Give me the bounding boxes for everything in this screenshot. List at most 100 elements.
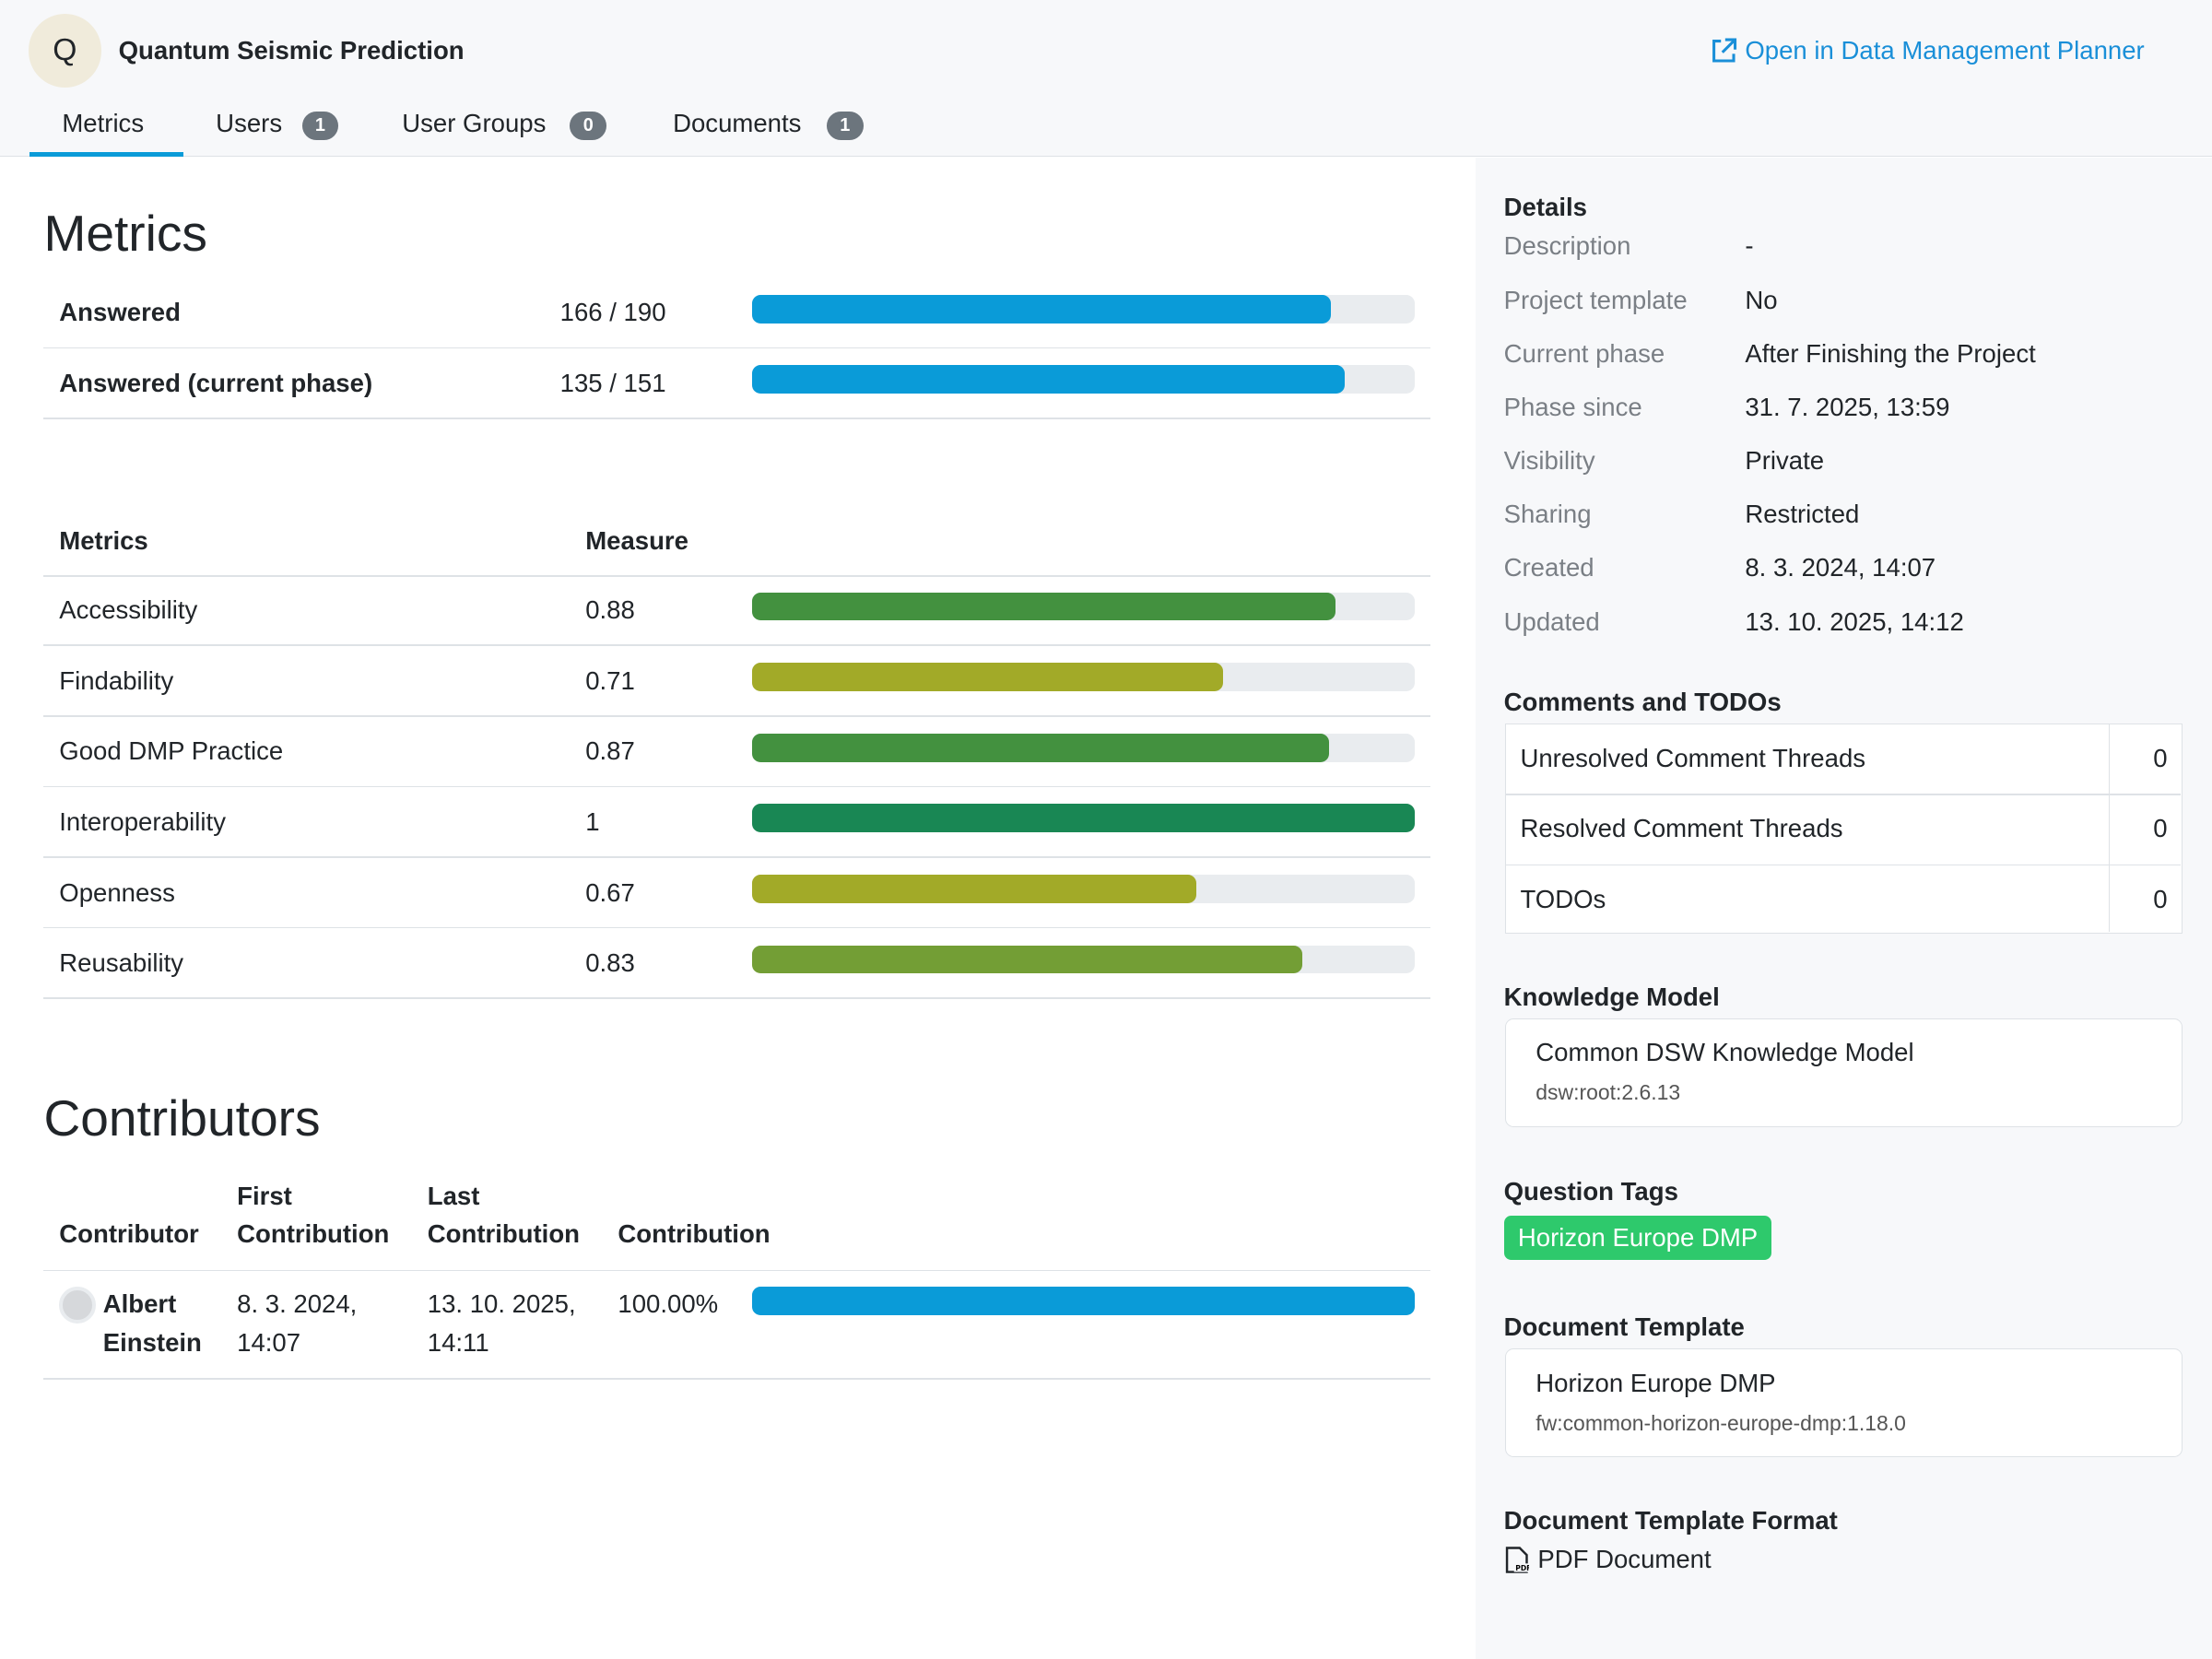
- row-divider: [43, 715, 1431, 717]
- link-icon[interactable]: [1710, 37, 1738, 65]
- comment-label: Unresolved Comment Threads: [1520, 743, 1866, 772]
- user-avatar: [59, 1286, 97, 1324]
- row-divider: [43, 347, 1431, 349]
- progress-fill: [751, 294, 1332, 324]
- table-header: Last Contribution: [427, 1181, 580, 1248]
- tag: Horizon Europe DMP: [1503, 1216, 1772, 1260]
- metric-measure: 0.71: [585, 665, 635, 695]
- progress-track: [751, 592, 1416, 621]
- tab[interactable]: Users: [216, 109, 283, 138]
- table-header: Metrics: [59, 526, 148, 556]
- progress-track: [751, 874, 1416, 903]
- comment-count: 0: [2153, 884, 2168, 913]
- open-link[interactable]: Open in Data Management Planner: [1745, 35, 2145, 65]
- metric-measure: 1: [585, 806, 600, 836]
- metric-label: Answered (current phase): [59, 368, 373, 397]
- sidebar-heading: Details: [1503, 192, 1587, 221]
- row-divider: [43, 926, 1431, 929]
- info-card: Common DSW Knowledge Model dsw:root:2.6.1…: [1505, 1018, 2183, 1127]
- sidebar-heading: Document Template Format: [1503, 1505, 1838, 1535]
- row-divider: [43, 1378, 1431, 1380]
- row-divider: [1506, 794, 2181, 795]
- format-name: PDF Document: [1537, 1545, 1712, 1574]
- detail-label: Project template: [1503, 285, 1688, 314]
- section-title: Metrics: [43, 205, 207, 263]
- detail-value: 31. 7. 2025, 13:59: [1745, 392, 1950, 421]
- section-title: Contributors: [43, 1089, 321, 1147]
- metric-value: 135 / 151: [559, 368, 666, 397]
- metric-measure: 0.88: [585, 595, 635, 625]
- progress-fill: [751, 365, 1345, 394]
- detail-label: Description: [1503, 231, 1631, 261]
- card-name: Horizon Europe DMP: [1535, 1368, 1776, 1397]
- detail-value: 13. 10. 2025, 14:12: [1745, 606, 1964, 636]
- detail-value: Restricted: [1745, 500, 1860, 529]
- progress-fill: [751, 663, 1223, 691]
- metric-name: Accessibility: [59, 595, 198, 625]
- pdf-icon: PDF: [1504, 1546, 1531, 1575]
- sidebar-heading: Question Tags: [1503, 1176, 1678, 1206]
- progress-track: [751, 733, 1416, 762]
- metric-measure: 0.83: [585, 948, 635, 978]
- tab[interactable]: User Groups: [402, 109, 547, 138]
- row-divider: [1506, 864, 2181, 866]
- detail-label: Sharing: [1503, 500, 1592, 529]
- progress-track: [751, 294, 1416, 324]
- metric-name: Reusability: [59, 948, 184, 978]
- comment-count: 0: [2153, 743, 2168, 772]
- active-tab-underline: [29, 152, 183, 157]
- detail-label: Current phase: [1503, 338, 1665, 368]
- external-icon: [1712, 38, 1737, 63]
- progress-track: [751, 804, 1416, 833]
- tab[interactable]: Documents: [673, 109, 802, 138]
- metric-name: Good DMP Practice: [59, 736, 284, 766]
- avatar: Q: [28, 14, 102, 88]
- detail-value: -: [1745, 231, 1754, 261]
- card-name: Common DSW Knowledge Model: [1535, 1038, 1914, 1067]
- detail-value: 8. 3. 2024, 14:07: [1745, 553, 1936, 582]
- detail-value: No: [1745, 285, 1778, 314]
- detail-label: Phase since: [1503, 392, 1642, 421]
- table-header: Contributor: [59, 1218, 199, 1248]
- svg-text:PDF: PDF: [1515, 1564, 1529, 1572]
- row-divider: [43, 1269, 1431, 1272]
- sidebar-heading: Comments and TODOs: [1503, 687, 1782, 716]
- contribution-value: 100.00%: [618, 1289, 719, 1319]
- comments-table: Unresolved Comment Threads 0 Resolved Comm…: [1505, 724, 2183, 935]
- table-header: Measure: [585, 526, 688, 556]
- first-contribution: 8. 3. 2024, 14:07: [237, 1289, 358, 1357]
- progress-track: [751, 1286, 1416, 1315]
- sidebar-heading: Document Template: [1503, 1312, 1745, 1341]
- header-bg: [0, 0, 2212, 157]
- card-id: dsw:root:2.6.13: [1535, 1080, 1681, 1105]
- row-divider: [43, 418, 1431, 419]
- card-id: fw:common-horizon-europe-dmp:1.18.0: [1535, 1410, 1906, 1435]
- tab-badge: 0: [570, 111, 607, 140]
- detail-label: Visibility: [1503, 446, 1595, 476]
- metric-label: Answered: [59, 298, 181, 327]
- table-header: Contribution: [618, 1218, 771, 1248]
- comment-label: Resolved Comment Threads: [1520, 814, 1843, 843]
- progress-track: [751, 945, 1416, 974]
- detail-label: Updated: [1503, 606, 1600, 636]
- progress-fill: [751, 945, 1302, 974]
- progress-fill: [751, 733, 1329, 762]
- tab-badge: 1: [826, 111, 864, 140]
- tab[interactable]: Metrics: [62, 109, 145, 138]
- row-divider: [43, 785, 1431, 788]
- metric-value: 166 / 190: [559, 298, 666, 327]
- file-icon: PDF: [1505, 1546, 1531, 1573]
- metric-name: Openness: [59, 877, 175, 907]
- sidebar-heading: Knowledge Model: [1503, 982, 1720, 1011]
- row-divider: [43, 575, 1431, 577]
- metric-measure: 0.87: [585, 736, 635, 766]
- progress-track: [751, 663, 1416, 691]
- info-card: Horizon Europe DMP fw:common-horizon-euro…: [1505, 1348, 2183, 1458]
- progress-fill: [751, 592, 1335, 621]
- project-title: Quantum Seismic Prediction: [118, 35, 465, 65]
- table-header: First Contribution: [237, 1181, 390, 1248]
- metric-name: Interoperability: [59, 806, 226, 836]
- tab-badge: 1: [301, 111, 339, 140]
- metric-measure: 0.67: [585, 877, 635, 907]
